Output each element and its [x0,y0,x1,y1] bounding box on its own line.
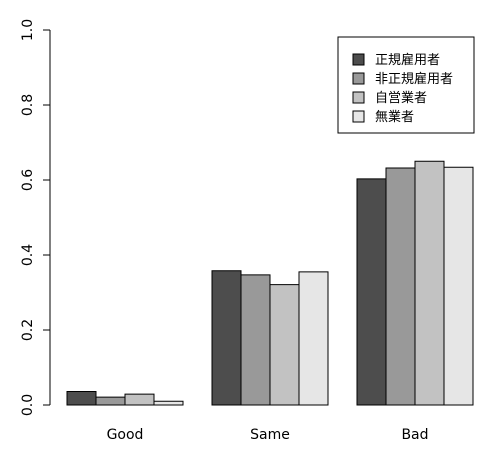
y-tick-label: 0.2 [20,319,36,341]
y-tick-label: 1.0 [20,19,36,41]
legend-label: 無業者 [375,109,414,125]
bar [414,160,445,406]
y-tick-label: 0.6 [20,169,36,191]
bar [269,284,300,406]
y-axis: 0.0 0.2 0.4 0.6 0.8 1.0 [20,19,51,416]
y-tick-label: 0.0 [20,394,36,416]
bar [298,271,329,406]
legend-swatch [352,53,365,66]
bar [124,393,155,406]
bar [66,391,97,406]
legend-swatch [352,91,365,104]
x-axis-labels: Good Same Bad [107,427,429,443]
y-tick-label: 0.8 [20,94,36,116]
legend-label: 自営業者 [375,90,427,106]
bar [240,274,271,406]
bar [356,178,387,406]
x-tick-label: Good [107,427,144,443]
bar [385,167,416,406]
legend-swatch [352,110,365,123]
bar [443,166,474,406]
legend-label: 正規雇用者 [375,52,440,68]
legend-swatch [352,72,365,85]
legend-label: 非正規雇用者 [375,71,453,87]
bar [153,400,184,406]
bar [95,396,126,406]
x-tick-label: Bad [401,427,428,443]
bars [66,160,474,406]
y-tick-label: 0.4 [20,244,36,266]
bar [211,270,242,406]
x-tick-label: Same [250,427,290,443]
